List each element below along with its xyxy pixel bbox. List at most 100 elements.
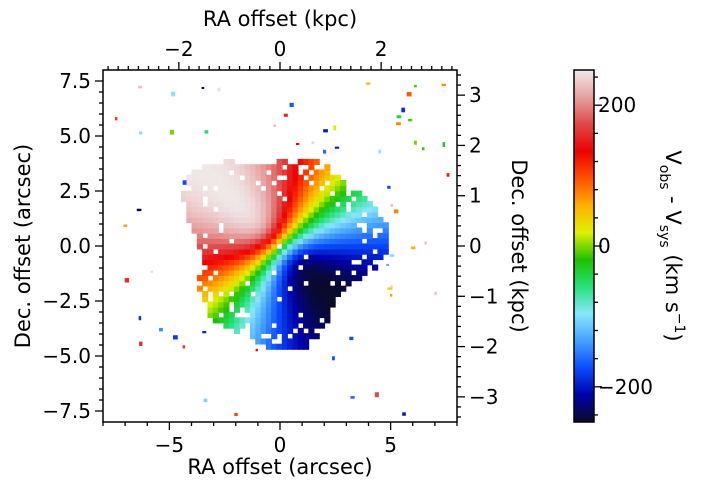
velocity-pixel — [239, 195, 246, 202]
velocity-pixel — [265, 264, 272, 271]
velocity-pixel — [228, 190, 235, 197]
velocity-pixel — [329, 259, 336, 266]
velocity-pixel — [255, 312, 262, 319]
velocity-pixel — [276, 343, 283, 350]
velocity-pixel — [244, 306, 251, 313]
velocity-pixel — [308, 306, 315, 313]
velocity-pixel — [186, 190, 193, 197]
velocity-pixel — [324, 296, 331, 303]
velocity-pixel — [356, 243, 363, 250]
velocity-pixel — [340, 180, 347, 187]
velocity-pixel — [202, 180, 209, 187]
velocity-pixel — [281, 232, 288, 239]
velocity-pixel — [281, 275, 288, 282]
velocity-pixel — [292, 185, 299, 192]
velocity-pixel — [303, 169, 310, 176]
velocity-pixel — [207, 232, 214, 239]
noise-pixel — [406, 91, 412, 97]
velocity-pixel — [196, 222, 203, 229]
velocity-pixel — [292, 190, 299, 197]
velocity-pixel — [265, 296, 272, 303]
velocity-pixel — [345, 195, 352, 202]
noise-pixel — [289, 102, 294, 108]
velocity-pixel — [234, 253, 241, 261]
velocity-pixel — [318, 285, 326, 292]
velocity-pixel — [212, 169, 219, 176]
velocity-pixel — [281, 285, 288, 292]
velocity-pixel — [196, 185, 203, 192]
velocity-pixel — [324, 222, 331, 229]
velocity-pixel — [287, 269, 294, 276]
velocity-pixel — [218, 201, 225, 208]
velocity-pixel — [276, 253, 283, 261]
velocity-pixel — [334, 264, 342, 271]
velocity-pixel — [191, 180, 198, 187]
velocity-pixel — [265, 243, 272, 250]
velocity-pixel — [345, 269, 352, 276]
x-axis-title: RA offset (arcsec) — [187, 455, 372, 479]
velocity-pixel — [329, 185, 336, 192]
velocity-pixel — [303, 180, 310, 187]
velocity-pixel — [234, 269, 241, 276]
velocity-pixel — [287, 338, 294, 345]
noise-pixel — [387, 287, 393, 290]
velocity-pixel — [244, 217, 251, 224]
velocity-pixel — [244, 248, 251, 255]
velocity-pixel — [350, 275, 357, 282]
velocity-pixel — [276, 248, 283, 255]
velocity-pixel — [265, 185, 272, 192]
velocity-pixel — [334, 290, 342, 297]
noise-pixel — [171, 91, 176, 97]
velocity-pixel — [287, 327, 294, 334]
velocity-pixel — [223, 317, 230, 324]
velocity-pixel — [271, 306, 278, 313]
velocity-pixel — [202, 290, 209, 297]
velocity-pixel — [334, 195, 342, 202]
velocity-pixel — [382, 248, 389, 255]
velocity-pixel — [276, 158, 283, 165]
velocity-pixel — [212, 164, 219, 171]
velocity-pixel — [228, 259, 235, 266]
velocity-pixel — [308, 185, 315, 192]
velocity-pixel — [287, 243, 294, 250]
velocity-pixel — [308, 195, 315, 202]
velocity-pixel — [223, 296, 230, 303]
velocity-pixel — [377, 253, 384, 261]
velocity-pixel — [218, 211, 225, 218]
velocity-pixel — [292, 180, 299, 187]
velocity-pixel — [249, 232, 257, 239]
velocity-pixel — [212, 243, 219, 250]
right-tick-label: 2 — [469, 133, 482, 157]
velocity-pixel — [276, 164, 283, 171]
velocity-pixel — [313, 180, 320, 187]
velocity-pixel — [228, 164, 235, 171]
velocity-pixel — [244, 285, 251, 292]
velocity-pixel — [228, 174, 235, 181]
velocity-pixel — [202, 253, 209, 261]
velocity-pixel — [281, 206, 288, 213]
velocity-pixel — [276, 169, 283, 176]
velocity-pixel — [372, 243, 379, 250]
velocity-pixel — [255, 169, 262, 176]
velocity-pixel — [276, 211, 283, 218]
velocity-pixel — [350, 264, 357, 271]
velocity-pixel — [212, 306, 219, 313]
velocity-pixel — [382, 232, 389, 239]
velocity-pixel — [249, 248, 257, 255]
noise-pixel — [386, 263, 389, 266]
velocity-pixel — [244, 190, 251, 197]
velocity-pixel — [356, 227, 363, 234]
velocity-pixel — [260, 164, 267, 171]
velocity-pixel — [287, 317, 294, 324]
velocity-pixel — [350, 201, 357, 208]
velocity-pixel — [228, 248, 235, 255]
velocity-pixel — [271, 195, 278, 202]
velocity-pixel — [324, 306, 331, 313]
velocity-pixel — [366, 222, 373, 229]
velocity-pixel — [318, 211, 326, 218]
velocity-pixel — [260, 275, 267, 282]
velocity-pixel — [308, 301, 315, 308]
velocity-pixel — [356, 190, 363, 197]
velocity-pixel — [350, 238, 357, 245]
velocity-pixel — [249, 190, 257, 197]
